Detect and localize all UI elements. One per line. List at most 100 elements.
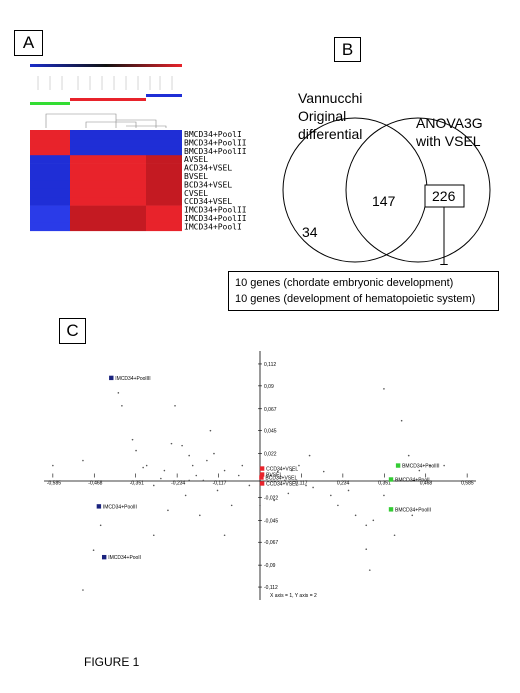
gene-point	[142, 466, 144, 469]
heatmap-cell	[146, 146, 182, 156]
gene-point	[174, 404, 176, 407]
heatmap-cells	[30, 130, 182, 232]
venn-left-only-count: 34	[302, 224, 318, 240]
sample-point	[96, 504, 102, 509]
gene-point	[429, 464, 431, 467]
heatmap-cell	[146, 222, 182, 232]
y-tick-label: 0,045	[264, 429, 277, 435]
gene-point	[188, 479, 190, 482]
gene-point	[269, 474, 272, 477]
sample-point-label: BMCD34+PoolI	[395, 477, 430, 483]
x-tick-label: 0,468	[420, 481, 433, 487]
heatmap-row-label: IMCD34+PoolIII	[184, 206, 246, 215]
group-bar-red	[70, 98, 146, 101]
group-bar-blue	[146, 94, 182, 97]
y-tick-label: -0,022	[264, 495, 278, 501]
venn-overlap-count: 147	[372, 193, 396, 209]
heatmap-cell	[146, 188, 182, 198]
heatmap-row-label: CVSEL	[184, 189, 208, 198]
gene-point	[99, 524, 102, 527]
gene-point	[202, 479, 205, 482]
gene-point	[305, 484, 307, 487]
gene-point	[230, 504, 233, 507]
gene-point	[163, 469, 166, 472]
x-tick-label: -0,117	[213, 481, 227, 487]
heatmap-cell	[146, 172, 182, 181]
sample-point-label: BVSEL	[266, 473, 282, 479]
heatmap-row-label: IMCD34+PoolII	[184, 214, 246, 223]
gene-point	[52, 464, 54, 467]
venn-right-label-line2: with VSEL	[415, 133, 481, 149]
sample-point-label: CCD34+VSEL	[266, 467, 298, 473]
gene-point	[223, 534, 226, 537]
heatmap-row-label: BMCD34+PoolI	[184, 130, 242, 139]
gene-point	[131, 438, 134, 441]
heatmap-cell	[30, 197, 70, 206]
gene-point	[206, 459, 208, 462]
venn-right-only-count: 226	[432, 188, 456, 204]
gene-point	[443, 464, 445, 467]
gene-point	[199, 514, 201, 517]
heatmap-cell	[30, 180, 70, 190]
gene-point	[337, 504, 339, 507]
heatmap-cell	[30, 172, 70, 181]
heatmap-cell	[30, 146, 70, 156]
heatmap-cell	[70, 138, 146, 148]
gene-point	[283, 479, 286, 482]
dendrogram	[45, 113, 167, 128]
heatmap-cell	[70, 222, 146, 232]
gene-point	[145, 464, 148, 467]
heatmap-cell	[30, 130, 70, 139]
gene-point	[372, 519, 375, 522]
gene-point	[273, 499, 275, 502]
gene-point	[418, 469, 421, 472]
gene-point	[276, 470, 279, 473]
sample-point	[395, 463, 401, 468]
heatmap-row-label: BCD34+VSEL	[184, 180, 232, 189]
heatmap: BMCD34+PoolIBMCD34+PoolIIBMCD34+PoolIIIA…	[30, 64, 246, 232]
sample-point-label: CCD34+VSEL	[266, 481, 298, 487]
gene-point	[184, 494, 187, 497]
gene-point	[298, 464, 300, 467]
y-tick-label: 0,112	[264, 362, 276, 368]
column-label-area	[37, 76, 173, 90]
sample-point-label: IMCD34+PoolIII	[115, 376, 150, 382]
heatmap-cell	[30, 222, 70, 232]
x-tick-label: -0,351	[130, 481, 144, 487]
heatmap-cell	[30, 214, 70, 223]
heatmap-row-labels: BMCD34+PoolIBMCD34+PoolIIBMCD34+PoolIIIA…	[184, 130, 246, 231]
figure-caption: FIGURE 1	[84, 655, 140, 669]
heatmap-cell	[30, 163, 70, 173]
axis-ticks: -0,585 -0,468 -0,351 -0,234 -0,117 0,117 0,234…	[47, 362, 474, 591]
y-tick-label: 0,022	[264, 452, 277, 458]
gene-point	[135, 449, 137, 452]
gene-point	[223, 469, 226, 472]
gene-point	[213, 452, 215, 455]
x-tick-label: -0,468	[88, 481, 102, 487]
venn-left-label-line1: Vannucchi	[298, 90, 362, 106]
venn-left-label-line2: Original	[298, 108, 346, 124]
gene-points	[52, 388, 445, 591]
x-tick-label: 0,117	[295, 481, 307, 487]
gene-point	[82, 459, 84, 462]
heatmap-cell	[146, 163, 182, 173]
venn-left-label-line3: differential	[298, 126, 362, 142]
gene-point	[393, 534, 396, 537]
gene-point	[181, 444, 183, 447]
heatmap-cell	[70, 172, 146, 181]
gene-annotation-line-2: 10 genes (development of hematopoietic s…	[235, 293, 476, 305]
sample-point	[259, 466, 265, 471]
sample-point	[388, 477, 394, 482]
gene-point	[354, 514, 357, 517]
panel-label-a: A	[14, 30, 43, 56]
gene-point	[291, 469, 293, 472]
heatmap-cell	[30, 138, 70, 148]
heatmap-row-label: BMCD34+PoolII	[184, 138, 246, 147]
panel-label-b: B	[334, 37, 361, 62]
heatmap-cell	[146, 205, 182, 215]
gene-point	[312, 486, 314, 489]
x-tick-label: -0,234	[171, 481, 185, 487]
gene-point	[195, 474, 198, 477]
gene-point	[365, 524, 368, 527]
x-tick-label: 0,351	[378, 481, 391, 487]
